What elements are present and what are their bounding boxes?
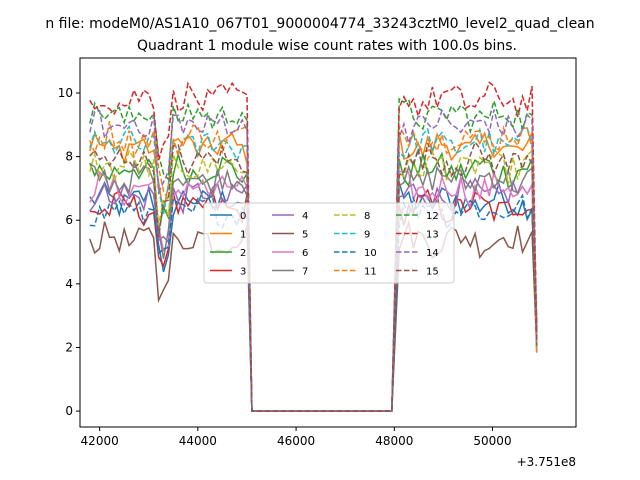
series-line-14 bbox=[89, 108, 538, 412]
x-tick-label: 48000 bbox=[375, 434, 413, 448]
legend-label-8: 8 bbox=[364, 211, 370, 222]
x-tick-label: 44000 bbox=[179, 434, 217, 448]
legend-label-10: 10 bbox=[364, 248, 377, 259]
legend-label-2: 2 bbox=[240, 248, 246, 259]
y-tick-label: 8 bbox=[65, 150, 73, 164]
x-tick-label: 42000 bbox=[81, 434, 119, 448]
y-tick-label: 4 bbox=[65, 277, 73, 291]
legend-label-14: 14 bbox=[426, 248, 439, 259]
legend-box bbox=[203, 202, 455, 284]
legend-label-6: 6 bbox=[302, 248, 308, 259]
legend-label-13: 13 bbox=[426, 230, 439, 241]
y-axis: 0 2 4 6 8 10 bbox=[58, 86, 80, 418]
series-line-12 bbox=[89, 97, 538, 412]
x-tick-label: 46000 bbox=[277, 434, 315, 448]
legend-label-0: 0 bbox=[240, 211, 246, 222]
series-line-13 bbox=[89, 81, 538, 412]
x-axis: 42000 44000 46000 48000 50000 bbox=[81, 427, 512, 448]
chart-title: Quadrant 1 module wise count rates with … bbox=[137, 38, 517, 54]
legend-label-1: 1 bbox=[240, 230, 246, 241]
x-tick-label: 50000 bbox=[473, 434, 511, 448]
y-tick-label: 10 bbox=[58, 86, 73, 100]
series-line-15 bbox=[89, 140, 538, 412]
legend-label-11: 11 bbox=[364, 267, 377, 278]
legend-label-4: 4 bbox=[302, 211, 308, 222]
axes-frame bbox=[79, 57, 577, 428]
y-tick-label: 0 bbox=[65, 404, 73, 418]
series-line-8 bbox=[89, 149, 538, 412]
x-offset-label: +3.751e8 bbox=[517, 455, 576, 469]
legend-label-9: 9 bbox=[364, 230, 370, 241]
legend-label-7: 7 bbox=[302, 267, 308, 278]
y-tick-label: 6 bbox=[65, 213, 73, 227]
figure-suptitle: n file: modeM0/AS1A10_067T01_9000004774_… bbox=[45, 16, 594, 32]
series-line-11 bbox=[89, 120, 538, 412]
y-tick-label: 2 bbox=[65, 340, 73, 354]
legend-label-15: 15 bbox=[426, 267, 439, 278]
legend-label-5: 5 bbox=[302, 230, 308, 241]
legend-label-12: 12 bbox=[426, 211, 439, 222]
legend-label-3: 3 bbox=[240, 267, 246, 278]
